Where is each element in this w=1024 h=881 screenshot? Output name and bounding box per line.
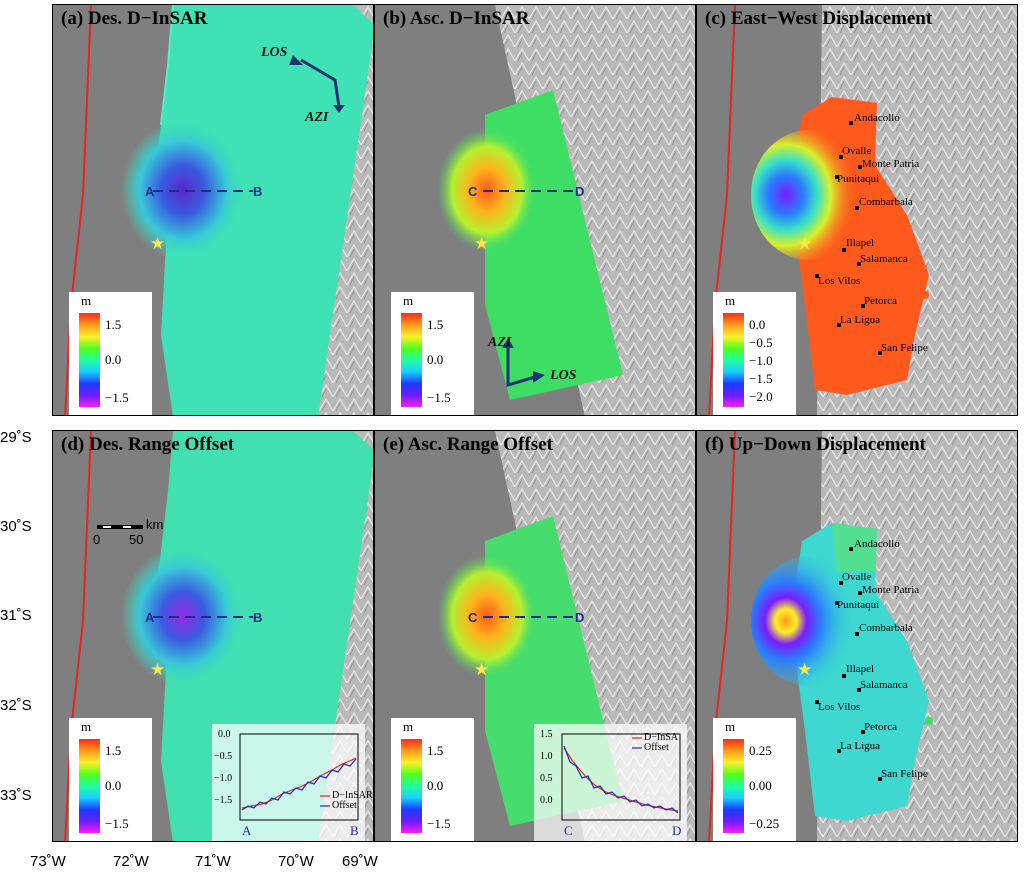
latitude-label: 33˚S	[0, 787, 32, 804]
los-arrow-label: LOS	[261, 45, 288, 60]
longitude-label: 71˚W	[195, 853, 231, 870]
map-east-west	[708, 5, 1017, 415]
epicenter-star-icon: ★	[474, 234, 490, 253]
longitude-label: 69˚W	[342, 853, 378, 870]
colorbar: m 1.5 0.0 −1.5	[69, 718, 152, 841]
panel-title: (a) Des. D−InSAR	[61, 8, 208, 29]
scale-bar-start: 0	[93, 532, 101, 547]
longitude-label: 73˚W	[30, 853, 66, 870]
city-label: Salamanca	[860, 253, 908, 265]
panel-des-dinsar: (a) Des. D−InSAR A B LOS AZI ★ m 1.5 0.0…	[52, 4, 374, 416]
trench-line	[64, 5, 92, 415]
azi-arrow-label: AZI	[488, 335, 512, 350]
panel-asc-dinsar: (b) Asc. D−InSAR C D AZI LOS ★ m 1.5 0.0…	[374, 4, 696, 416]
city-label: Andacollo	[854, 112, 900, 124]
epicenter-star-icon: ★	[797, 234, 813, 253]
colorbar: m 1.5 0.0 −1.5	[391, 292, 474, 415]
profile-start-label: C	[468, 184, 478, 199]
panel-title: (d) Des. Range Offset	[61, 434, 235, 455]
panel-des-range-offset: (d) Des. Range Offset A B km 0 50 ★ m 1.…	[52, 430, 374, 842]
panel-title: (f) Up−Down Displacement	[705, 434, 926, 455]
city-label: La Ligua	[840, 314, 881, 326]
city-label: Combarbala	[859, 196, 913, 208]
panel-title: (c) East−West Displacement	[705, 8, 933, 29]
latitude-label: 30˚S	[0, 518, 32, 535]
longitude-label: 70˚W	[278, 853, 314, 870]
city-label: Ovalle	[842, 145, 872, 157]
panel-title: (e) Asc. Range Offset	[383, 434, 553, 455]
azi-arrow-label: AZI	[305, 110, 329, 125]
colorbar: m 0.0 −0.5 −1.0 −1.5 −2.0	[713, 292, 796, 415]
colorbar: m 0.25 0.00 −0.25	[713, 718, 796, 841]
profile-start-label: A	[145, 184, 155, 199]
profile-end-label: B	[253, 184, 263, 199]
profile-inset: 0.0 −0.5 −1.0 −1.5 A B D−InSAR Offset	[212, 724, 373, 841]
profile-end-label: D	[575, 184, 585, 199]
panel-asc-range-offset: (e) Asc. Range Offset C D ★ m 1.5 0.0 −1…	[374, 430, 696, 842]
colorbar: m 1.5 0.0 −1.5	[69, 292, 152, 415]
panel-up-down: (f) Up−Down Displacement ★ Andacollo Ova…	[696, 430, 1018, 842]
map-up-down	[708, 431, 1017, 841]
epicenter-star-icon: ★	[474, 660, 490, 679]
scale-bar-end: 50	[129, 532, 144, 547]
los-arrow-label: LOS	[550, 368, 577, 383]
latitude-label: 29˚S	[0, 429, 32, 446]
city-label: San Felipe	[881, 342, 928, 354]
epicenter-star-icon: ★	[150, 234, 166, 253]
panel-title: (b) Asc. D−InSAR	[383, 8, 530, 29]
city-label: Illapel	[846, 237, 875, 249]
latitude-label: 32˚S	[0, 697, 32, 714]
city-label: Punitaqui	[837, 173, 880, 185]
longitude-label: 72˚W	[113, 853, 149, 870]
profile-inset: 1.5 1.0 0.5 0.0 C D D−InSA Offset	[534, 724, 687, 841]
epicenter-star-icon: ★	[150, 660, 166, 679]
map-des-dinsar	[64, 5, 373, 415]
colorbar: m 1.5 0.0 −1.5	[391, 718, 474, 841]
panel-east-west: (c) East−West Displacement ★ Andacollo O…	[696, 4, 1018, 416]
scale-bar-unit: km	[146, 517, 164, 532]
city-label: Los Vilos	[818, 275, 861, 287]
city-label: Petorca	[864, 295, 897, 307]
latitude-label: 31˚S	[0, 607, 32, 624]
map-asc-dinsar	[437, 5, 695, 415]
city-label: Monte Patria	[862, 158, 920, 170]
colorbar-unit: m	[81, 293, 92, 308]
epicenter-star-icon: ★	[797, 660, 813, 679]
